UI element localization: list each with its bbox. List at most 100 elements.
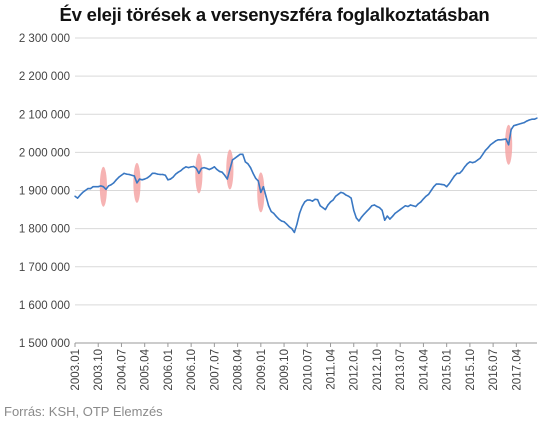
y-tick-label: 1 600 000 xyxy=(19,300,70,312)
x-tick-label: 2004.07 xyxy=(116,349,128,391)
data-point xyxy=(368,208,370,210)
data-point xyxy=(371,205,373,207)
x-tick-label: 2010.07 xyxy=(302,349,314,391)
data-point xyxy=(162,173,164,176)
data-point xyxy=(438,183,440,185)
data-point xyxy=(376,205,378,208)
data-point xyxy=(226,178,228,180)
gridlines xyxy=(75,37,537,344)
data-point xyxy=(536,117,538,119)
data-point xyxy=(355,217,358,219)
x-tick-label: 2015.01 xyxy=(442,349,454,391)
data-point xyxy=(100,185,102,187)
data-point xyxy=(453,175,456,177)
x-tick-labels: 2003.01 2003.10 2004.07 2005.04 2006.01 2006.… xyxy=(70,348,523,390)
data-point xyxy=(280,220,283,222)
break-highlights xyxy=(99,124,513,213)
data-point xyxy=(461,169,463,172)
data-point xyxy=(482,153,484,155)
data-point xyxy=(422,198,425,200)
data-point xyxy=(487,147,489,149)
data-point xyxy=(200,167,203,170)
data-point xyxy=(420,201,422,203)
data-point xyxy=(149,175,151,177)
data-point xyxy=(306,199,308,201)
data-point xyxy=(474,161,476,163)
data-point xyxy=(386,215,388,217)
series-line xyxy=(74,117,538,234)
data-point xyxy=(278,218,280,220)
data-point xyxy=(198,172,200,175)
data-point xyxy=(154,172,156,175)
data-point xyxy=(507,144,510,146)
data-point xyxy=(378,206,381,209)
data-point xyxy=(510,128,512,131)
data-point xyxy=(262,185,265,188)
data-point xyxy=(94,185,97,188)
x-tick-label: 2009.01 xyxy=(256,349,268,391)
data-point xyxy=(296,223,298,225)
data-point xyxy=(92,185,94,188)
data-point xyxy=(391,215,394,218)
data-point xyxy=(381,209,383,212)
data-point xyxy=(110,184,112,186)
data-point xyxy=(396,210,399,213)
data-point xyxy=(445,185,448,188)
data-point xyxy=(456,172,458,175)
data-point xyxy=(347,195,350,197)
data-point xyxy=(451,179,453,181)
data-point xyxy=(425,195,427,197)
data-point xyxy=(185,166,187,168)
data-point xyxy=(120,174,123,176)
y-tick-label: 2 000 000 xyxy=(19,147,70,159)
data-point xyxy=(314,198,316,200)
data-point xyxy=(141,179,143,181)
source-note: Forrás: KSH, OTP Elemzés xyxy=(4,404,163,419)
data-point xyxy=(340,191,342,194)
data-point xyxy=(298,212,301,215)
data-point xyxy=(87,187,89,190)
data-point xyxy=(322,206,324,209)
data-point xyxy=(270,210,272,213)
data-point xyxy=(502,138,505,141)
data-point xyxy=(76,197,79,199)
axes xyxy=(74,342,537,347)
data-point xyxy=(283,221,285,223)
x-tick-label: 2013.07 xyxy=(395,349,407,391)
data-point xyxy=(187,166,190,169)
x-tick-label: 2006.01 xyxy=(163,349,175,391)
data-point xyxy=(332,199,334,201)
data-point xyxy=(143,178,146,180)
data-point xyxy=(495,140,497,142)
y-tick-label: 1 500 000 xyxy=(19,338,70,350)
data-point xyxy=(257,180,259,182)
data-point xyxy=(82,191,84,194)
data-point xyxy=(229,168,231,171)
data-point xyxy=(244,161,247,163)
data-point xyxy=(216,168,218,171)
data-point xyxy=(342,192,345,194)
data-point xyxy=(402,206,404,209)
data-point xyxy=(211,167,213,170)
y-tick-label: 1 700 000 xyxy=(19,262,70,274)
data-point xyxy=(518,123,520,125)
data-point xyxy=(249,166,252,169)
y-tick-label: 2 100 000 xyxy=(19,109,70,121)
data-point xyxy=(138,178,141,180)
data-point xyxy=(234,157,236,159)
data-point xyxy=(407,205,409,208)
data-point xyxy=(531,118,533,120)
data-point xyxy=(136,182,138,184)
data-point xyxy=(417,203,419,205)
data-point xyxy=(242,153,244,155)
data-point xyxy=(218,170,221,173)
data-point xyxy=(427,193,430,196)
data-point xyxy=(353,209,355,212)
data-point xyxy=(174,173,177,175)
data-point xyxy=(469,161,471,163)
data-point xyxy=(513,124,515,127)
data-point xyxy=(448,182,450,185)
data-point xyxy=(169,178,172,180)
x-tick-label: 2003.10 xyxy=(93,349,105,391)
